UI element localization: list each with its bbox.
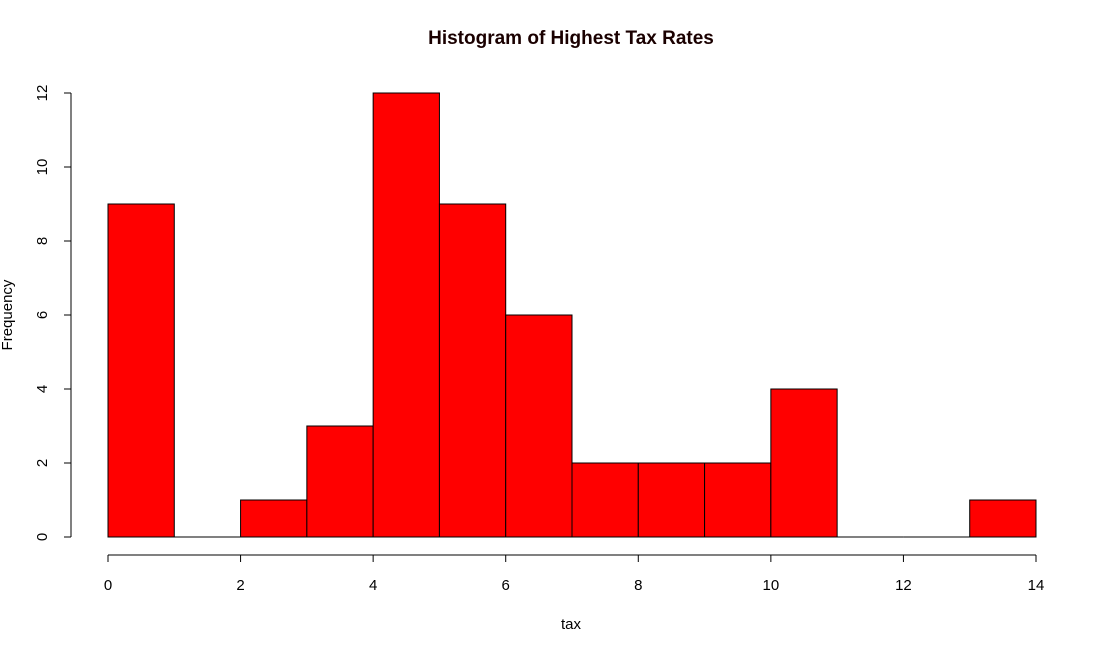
x-tick-label: 14 <box>1028 577 1045 594</box>
x-axis-label: tax <box>561 616 582 633</box>
y-tick-label: 8 <box>34 237 51 245</box>
histogram-bar <box>704 462 772 538</box>
x-tick-label: 8 <box>634 577 642 594</box>
y-axis-label: Frequency <box>0 279 16 350</box>
bars-group <box>107 92 1037 538</box>
x-tick-label: 12 <box>895 577 912 594</box>
y-tick-label: 10 <box>34 159 51 176</box>
histogram-bar <box>770 388 838 538</box>
y-tick-label: 4 <box>34 385 51 393</box>
histogram-bar <box>571 462 639 538</box>
histogram-bar <box>505 314 573 538</box>
histogram-bar <box>438 203 507 538</box>
y-tick-label: 6 <box>34 311 51 319</box>
x-tick-label: 10 <box>763 577 780 594</box>
x-tick-label: 0 <box>104 577 112 594</box>
histogram-bar <box>372 92 440 538</box>
histogram-bar <box>107 203 175 538</box>
histogram-bar <box>306 425 374 538</box>
x-tick-label: 2 <box>236 577 244 594</box>
histogram-bar <box>969 499 1037 538</box>
y-tick-label: 12 <box>34 85 51 102</box>
y-tick-label: 2 <box>34 459 51 467</box>
x-tick-label: 4 <box>369 577 377 594</box>
x-axis: 0 2 4 6 8 10 12 14 <box>104 554 1045 594</box>
y-tick-label: 0 <box>34 533 51 541</box>
chart-title: Histogram of Highest Tax Rates <box>428 28 714 49</box>
histogram-bar <box>637 462 706 538</box>
x-tick-label: 6 <box>502 577 510 594</box>
y-axis: 0 2 4 6 8 10 12 <box>34 85 72 541</box>
histogram-bar <box>240 499 308 538</box>
